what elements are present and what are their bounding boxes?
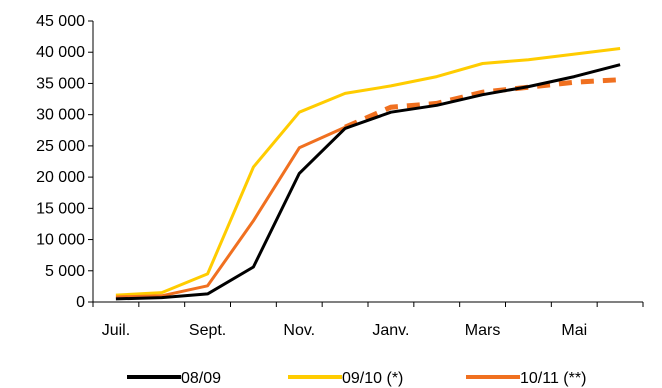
legend-label: 08/09 <box>181 370 221 387</box>
series-line-solid-10/11 (**) <box>115 125 346 299</box>
series-line-09/10 (*) <box>115 47 621 297</box>
y-tick-label: 25 000 <box>36 138 85 155</box>
axes <box>92 21 643 303</box>
y-tick-label: 30 000 <box>36 107 85 124</box>
legend-label: 09/10 (*) <box>342 370 403 387</box>
x-tick-label: Juil. <box>102 322 130 339</box>
legend-label: 10/11 (**) <box>520 370 586 387</box>
x-tick-label: Mars <box>465 322 501 339</box>
y-tick-label: 45 000 <box>36 13 85 30</box>
series-line-dashed-10/11 (**) <box>344 77 621 130</box>
x-tick-label: Janv. <box>372 322 409 339</box>
x-tick-label: Nov. <box>283 322 315 339</box>
y-tick-label: 35 000 <box>36 75 85 92</box>
y-tick-label: 40 000 <box>36 44 85 61</box>
series-line-08/09 <box>115 63 621 301</box>
legend: 08/09 09/10 (*) 10/11 (**) <box>127 370 586 387</box>
y-tick-label: 15 000 <box>36 200 85 217</box>
x-axis-ticks: Juil. Sept. Nov. Janv. Mars Mai <box>92 302 644 339</box>
x-tick-label: Sept. <box>189 322 226 339</box>
y-tick-label: 10 000 <box>36 232 85 249</box>
x-tick-label: Mai <box>561 322 587 339</box>
y-tick-label: 0 <box>76 294 85 311</box>
y-tick-label: 5 000 <box>45 263 85 280</box>
series-layer <box>115 47 621 301</box>
y-axis-ticks: 0 5 000 10 000 15 000 20 000 25 000 30 000 35 0… <box>36 13 93 311</box>
y-tick-label: 20 000 <box>36 169 85 186</box>
